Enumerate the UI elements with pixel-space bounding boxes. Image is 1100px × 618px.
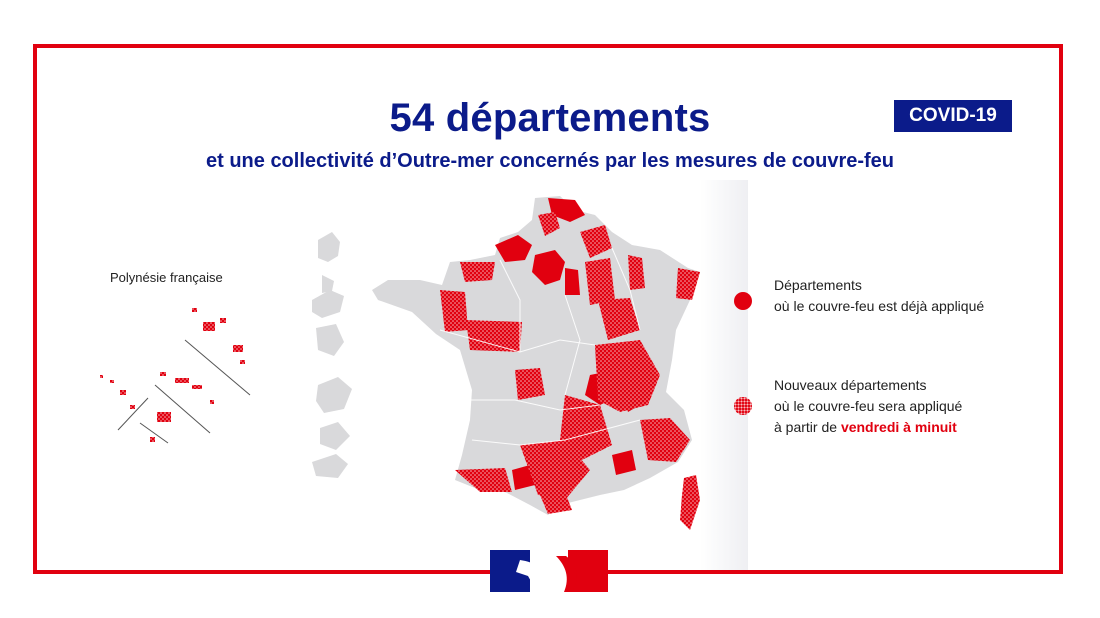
republique-francaise-logo-icon bbox=[490, 550, 608, 592]
panel-shadow bbox=[700, 180, 748, 570]
polynesia-map bbox=[100, 308, 251, 444]
page-title: 54 départements bbox=[389, 96, 711, 140]
legend-applied-marker bbox=[734, 292, 752, 310]
legend-new-highlight: vendredi à minuit bbox=[840, 419, 957, 435]
legend-new-prefix: à partir de bbox=[774, 419, 841, 435]
legend-new-line3: à partir de vendredi à minuit bbox=[774, 417, 962, 438]
legend-applied: Départements où le couvre-feu est déjà a… bbox=[774, 275, 984, 317]
legend-applied-line1: Départements bbox=[774, 277, 862, 293]
legend-new: Nouveaux départements où le couvre-feu s… bbox=[774, 375, 962, 438]
legend-applied-line2: où le couvre-feu est déjà appliqué bbox=[774, 298, 985, 314]
covid-badge: COVID-19 bbox=[894, 100, 1012, 132]
legend-new-marker bbox=[734, 397, 752, 415]
legend-new-line2: où le couvre-feu sera appliqué bbox=[774, 398, 963, 414]
legend-new-line1: Nouveaux départements bbox=[774, 377, 927, 393]
page-subtitle: et une collectivité d’Outre-mer concerné… bbox=[205, 150, 895, 172]
france-map bbox=[372, 196, 700, 530]
overseas-islands bbox=[312, 232, 352, 478]
polynesia-label: Polynésie française bbox=[110, 270, 223, 285]
